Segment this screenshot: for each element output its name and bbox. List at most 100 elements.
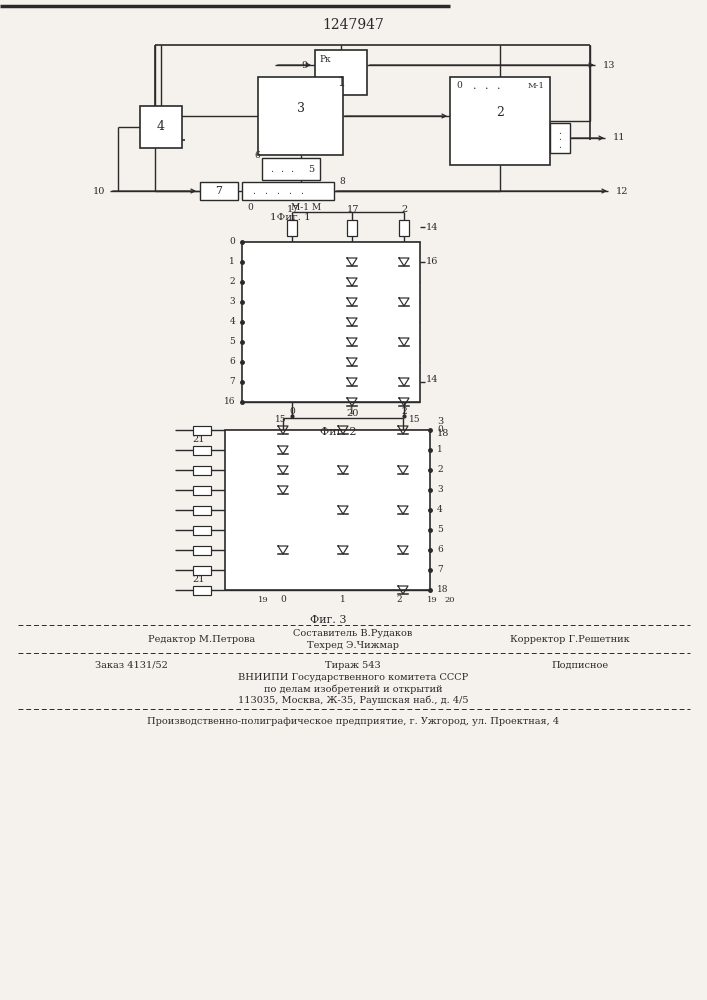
Bar [193, 546, 211, 554]
Text: .: . [264, 186, 267, 196]
Text: 16: 16 [426, 257, 438, 266]
Text: Редактор М.Петрова: Редактор М.Петрова [148, 635, 255, 644]
Text: 11: 11 [613, 133, 626, 142]
Text: .: . [473, 81, 477, 91]
Text: 1247947: 1247947 [322, 18, 384, 32]
Text: 10: 10 [93, 186, 105, 196]
Text: 7: 7 [437, 566, 443, 574]
Bar [200, 182, 238, 200]
Text: .: . [559, 140, 561, 149]
Text: 1: 1 [437, 446, 443, 454]
Bar [193, 466, 211, 475]
Text: 6: 6 [229, 358, 235, 366]
Text: 5: 5 [308, 164, 314, 174]
Text: 0: 0 [456, 82, 462, 91]
Text: M-1: M-1 [528, 82, 545, 90]
Text: 0: 0 [247, 204, 253, 213]
Text: Подписное: Подписное [551, 660, 609, 670]
Text: .: . [276, 186, 279, 196]
Text: 14: 14 [426, 223, 438, 232]
Text: 3: 3 [437, 418, 443, 426]
Bar [225, 430, 430, 590]
Text: 0: 0 [229, 237, 235, 246]
Text: по делам изобретений и открытий: по делам изобретений и открытий [264, 684, 443, 694]
Text: 5: 5 [437, 526, 443, 534]
Text: .: . [485, 81, 489, 91]
Bar [193, 585, 211, 594]
Text: 19: 19 [426, 596, 438, 604]
Text: Тираж 543: Тираж 543 [325, 660, 381, 670]
Text: ВНИИПИ Государственного комитета СССР: ВНИИПИ Государственного комитета СССР [238, 674, 468, 682]
Text: M-1 M: M-1 M [291, 204, 321, 213]
Text: 18: 18 [437, 428, 450, 438]
Bar [347, 220, 357, 236]
Text: 20: 20 [347, 410, 359, 418]
Text: 13: 13 [603, 60, 616, 70]
Text: 3: 3 [437, 486, 443, 494]
Bar [242, 182, 334, 200]
Bar [262, 158, 320, 180]
Text: 12: 12 [616, 186, 629, 196]
Text: 17: 17 [287, 206, 299, 215]
Bar [193, 566, 211, 574]
Text: 4: 4 [437, 506, 443, 514]
Text: 2: 2 [437, 466, 443, 475]
Text: 18: 18 [437, 585, 448, 594]
Text: Техред Э.Чижмар: Техред Э.Чижмар [307, 641, 399, 650]
Bar [193, 526, 211, 534]
Text: 1: 1 [337, 77, 345, 90]
Text: 4: 4 [157, 120, 165, 133]
Text: 4: 4 [229, 318, 235, 326]
Text: Корректор Г.Решетник: Корректор Г.Решетник [510, 635, 630, 644]
Text: .: . [281, 164, 284, 174]
Text: Pк: Pк [319, 55, 331, 64]
Text: Составитель В.Рудаков: Составитель В.Рудаков [293, 630, 413, 639]
Text: 1: 1 [349, 408, 355, 416]
Text: .: . [497, 81, 501, 91]
Text: 0: 0 [289, 408, 295, 416]
Text: 7: 7 [229, 377, 235, 386]
Text: .: . [252, 186, 255, 196]
Text: 7: 7 [216, 186, 223, 196]
Text: Фиг. 2: Фиг. 2 [320, 427, 356, 437]
Text: 2: 2 [229, 277, 235, 286]
Text: 0: 0 [437, 426, 443, 434]
Text: .: . [559, 126, 561, 135]
Text: .: . [271, 164, 274, 174]
Text: .: . [288, 186, 291, 196]
Text: 1: 1 [340, 595, 346, 604]
Text: 21: 21 [192, 576, 205, 584]
Text: 1Фиг. 1: 1Фиг. 1 [269, 214, 310, 223]
Text: .: . [559, 133, 561, 142]
Text: 2: 2 [402, 206, 408, 215]
Text: 113035, Москва, Ж-35, Раушская наб., д. 4/5: 113035, Москва, Ж-35, Раушская наб., д. … [238, 695, 468, 705]
Text: 6: 6 [255, 150, 260, 159]
Text: .: . [300, 186, 303, 196]
Text: 2: 2 [496, 106, 504, 119]
Text: Производственно-полиграфическое предприятие, г. Ужгород, ул. Проектная, 4: Производственно-полиграфическое предприя… [147, 718, 559, 726]
Text: 9: 9 [302, 60, 308, 70]
Bar [450, 77, 550, 165]
Text: 2: 2 [396, 595, 402, 604]
Bar [193, 506, 211, 514]
Bar [193, 486, 211, 494]
Text: 14: 14 [426, 375, 438, 384]
Text: Фиг. 3: Фиг. 3 [310, 615, 346, 625]
Bar [399, 220, 409, 236]
Text: 20: 20 [445, 596, 455, 604]
Text: 8: 8 [339, 178, 345, 186]
Text: 16: 16 [223, 397, 235, 406]
Bar [193, 426, 211, 434]
Text: 3: 3 [296, 102, 305, 114]
Text: 15: 15 [275, 416, 287, 424]
Text: 2: 2 [401, 408, 407, 416]
Text: 1: 1 [229, 257, 235, 266]
Text: 19: 19 [257, 596, 269, 604]
Bar [258, 77, 343, 155]
Bar [550, 123, 570, 153]
Text: .: . [291, 164, 293, 174]
Bar [242, 242, 420, 402]
Text: 15: 15 [409, 416, 421, 424]
Text: Заказ 4131/52: Заказ 4131/52 [95, 660, 168, 670]
Bar [287, 220, 297, 236]
